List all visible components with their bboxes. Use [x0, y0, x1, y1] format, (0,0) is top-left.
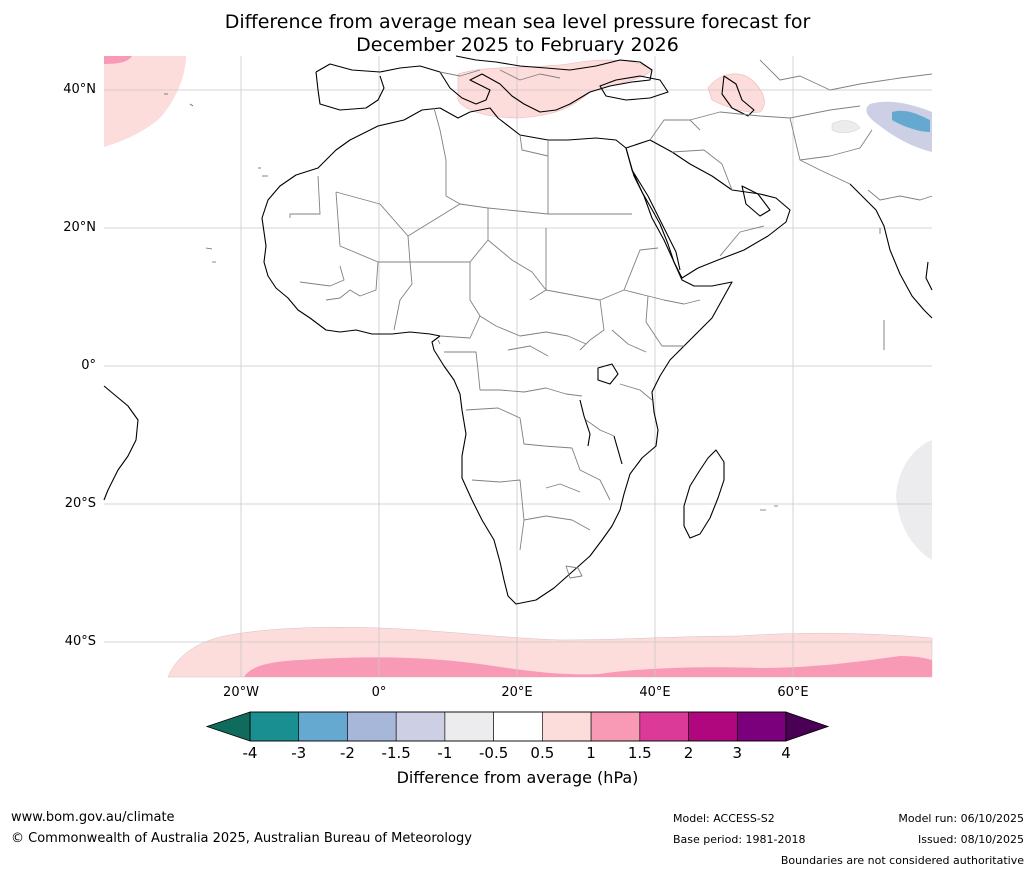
coast-lake-malawi	[613, 435, 623, 465]
lon-label-60e: 60°E	[777, 685, 809, 700]
chart-title-line1: Difference from average mean sea level p…	[224, 11, 811, 33]
coast-lake-tanganyika	[579, 399, 591, 447]
coastlines	[103, 55, 933, 605]
colorbar-segment	[249, 711, 300, 742]
lon-label-20w: 20°W	[223, 685, 259, 700]
footer-website: www.bom.gov.au/climate	[11, 810, 175, 825]
colorbar-tick-label: -1.5	[381, 744, 411, 762]
lat-label-40s: 40°S	[64, 634, 96, 649]
anomaly-region-himalaya-strong	[892, 110, 930, 132]
anomaly-region-iran	[831, 120, 861, 133]
footer-model: Model: ACCESS-S2	[673, 812, 775, 825]
graticule	[104, 56, 932, 677]
anomaly-region-southern-ocean-strong	[244, 656, 932, 677]
colorbar-over-arrow	[785, 711, 830, 742]
coast-lake-victoria	[597, 363, 619, 385]
coast-africa	[261, 107, 733, 605]
coast-india-east	[925, 261, 933, 291]
colorbar-tick-label: -0.5	[478, 744, 509, 762]
coast-arabia	[625, 139, 791, 279]
colorbar-frame	[249, 711, 787, 742]
colorbar-segment	[542, 711, 592, 742]
coast-madagascar	[683, 449, 725, 539]
islands	[164, 93, 885, 511]
coast-south-america	[103, 385, 139, 501]
colorbar-tick-label: -2	[339, 744, 355, 762]
colorbar-tick-label: -3	[291, 744, 307, 762]
colorbar-segment	[395, 711, 446, 742]
colorbar-segment	[444, 711, 494, 742]
footer-issued: Issued: 08/10/2025	[917, 833, 1024, 846]
colorbar-segment	[590, 711, 641, 742]
lat-label-0: 0°	[81, 358, 96, 373]
colorbar-segment	[347, 711, 397, 742]
colorbar-tick-label: 1	[586, 744, 596, 762]
anomaly-region-indian-ocean	[896, 440, 932, 560]
colorbar-segment	[736, 711, 787, 742]
footer-disclaimer: Boundaries are not considered authoritat…	[780, 854, 1024, 867]
coast-red-sea	[631, 169, 681, 271]
anomaly-region-nw-atlantic	[104, 56, 186, 147]
coast-persian-gulf	[741, 185, 771, 217]
coast-india	[849, 183, 933, 319]
colorbar-segment	[688, 711, 738, 742]
lat-label-20n: 20°N	[63, 220, 96, 235]
colorbar-tick-label: 4	[781, 744, 791, 762]
colorbar-segment	[493, 711, 543, 742]
colorbar-tick-label: 2	[683, 744, 694, 762]
coast-caspian	[721, 75, 755, 117]
coast-black-sea	[599, 75, 669, 101]
footer-base-period: Base period: 1981-2018	[673, 833, 806, 846]
footer-model-run: Model run: 06/10/2025	[898, 812, 1024, 825]
colorbar-tick-label: -1	[437, 744, 453, 762]
colorbar-under-arrow	[205, 711, 251, 742]
coast-iberia	[315, 71, 385, 111]
anomaly-region-nw-atlantic-strong	[104, 56, 132, 64]
lon-label-0: 0°	[371, 685, 387, 700]
lat-label-40n: 40°N	[63, 82, 96, 97]
country-borders	[289, 59, 933, 579]
colorbar-tick-label: 1.5	[627, 744, 652, 762]
colorbar-segment	[639, 711, 689, 742]
footer-copyright: © Commonwealth of Australia 2025, Austra…	[11, 831, 472, 846]
chart-title-line2: December 2025 to February 2026	[356, 34, 679, 56]
colorbar-tick-label: -4	[242, 744, 258, 762]
colorbar-tick-label: 3	[732, 744, 743, 762]
lat-label-20s: 20°S	[64, 496, 96, 511]
anomaly-shading	[104, 56, 933, 678]
anomaly-region-mediterranean	[457, 59, 653, 119]
colorbar-label: Difference from average (hPa)	[396, 768, 639, 787]
coast-europe	[315, 55, 653, 113]
lon-label-40e: 40°E	[639, 685, 671, 700]
lon-label-20e: 20°E	[501, 685, 533, 700]
colorbar-segment	[298, 711, 348, 742]
colorbar-tick-label: 0.5	[530, 744, 555, 762]
